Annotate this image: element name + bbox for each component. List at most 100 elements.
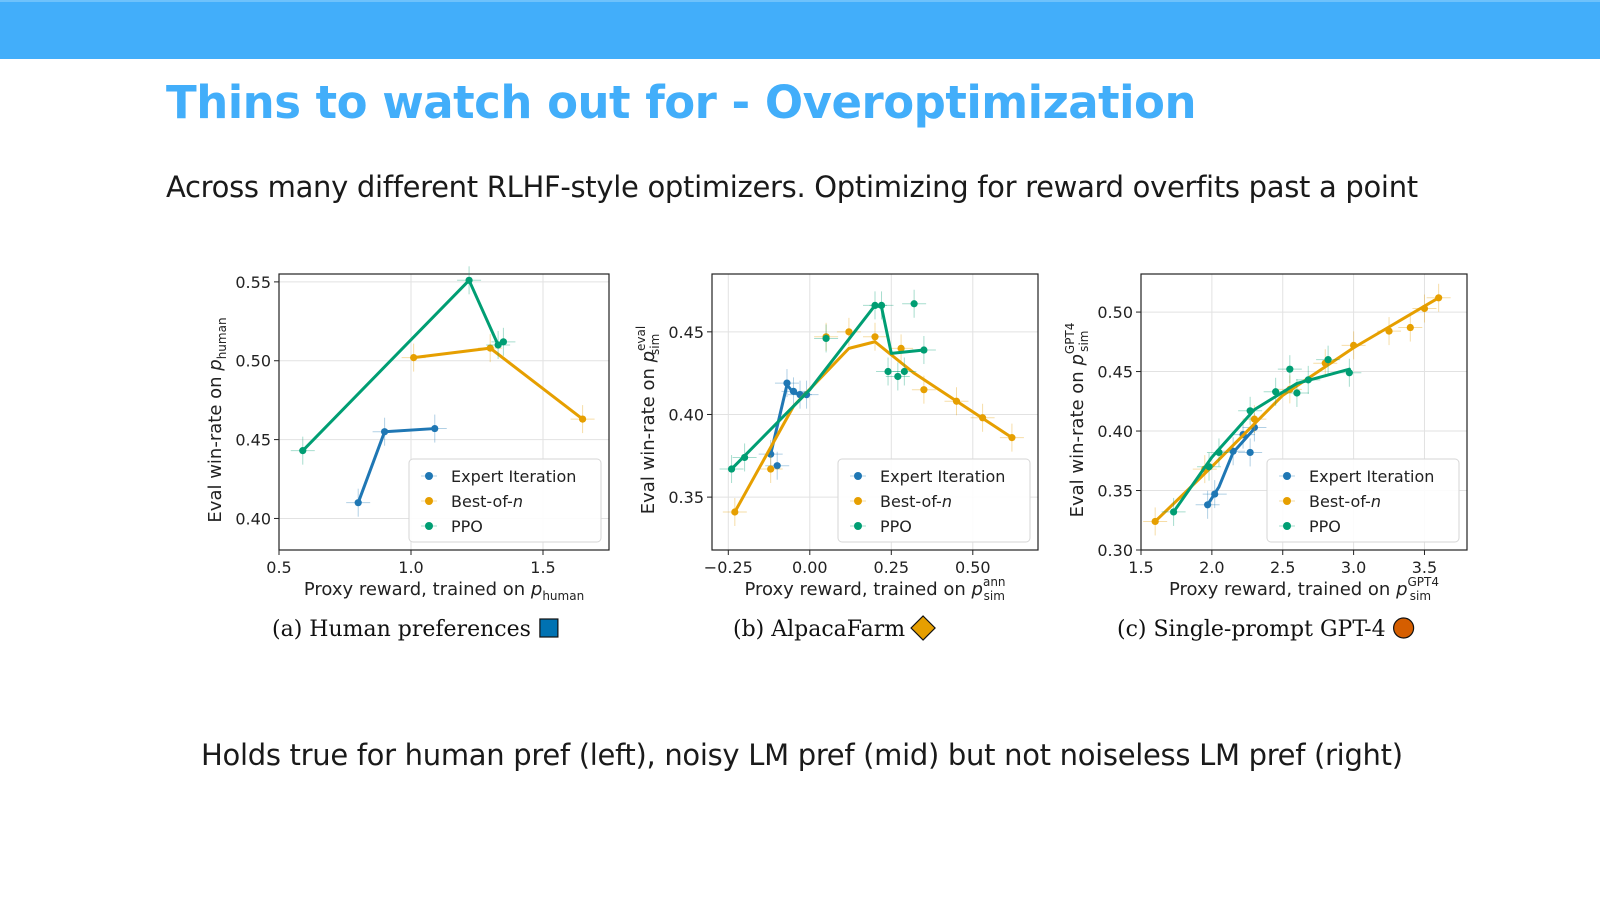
x-axis-label: Proxy reward, trained on pGPT4 sim <box>1169 575 1439 603</box>
series-line <box>733 340 1014 514</box>
data-point <box>354 499 362 507</box>
data-point <box>1435 294 1443 302</box>
data-point <box>900 367 908 376</box>
y-tick-label: 0.55 <box>235 273 271 292</box>
legend-swatch-dot <box>425 497 433 505</box>
x-tick-label: 0.00 <box>792 558 828 577</box>
legend-label: Expert Iteration <box>451 467 576 486</box>
y-tick-label: 0.45 <box>668 323 704 342</box>
data-point <box>727 465 736 473</box>
data-point <box>1293 389 1301 397</box>
legend-label: PPO <box>880 517 912 536</box>
data-point <box>877 301 886 310</box>
data-point <box>783 379 791 387</box>
plot-frame <box>711 273 1039 551</box>
chart-panel-2: −0.25 0.00 0.25 0.50 0.35 0.40 0.45 Proxy rewar… <box>634 273 1039 642</box>
x-tick-label: 0.50 <box>955 558 991 577</box>
legend-label: Best-of-n <box>880 492 952 511</box>
legend-box <box>1266 458 1460 543</box>
x-tick-label: 1.0 <box>398 558 423 577</box>
circle-marker-icon <box>1393 617 1415 639</box>
data-point <box>1215 448 1223 457</box>
legend-box <box>837 458 1031 543</box>
series-ppo <box>719 289 936 484</box>
data-point <box>410 353 418 362</box>
x-tick-label: 2.5 <box>1270 558 1295 577</box>
data-point <box>431 424 439 433</box>
data-point <box>1406 323 1414 332</box>
data-point <box>897 344 905 352</box>
x-tick-label: −0.25 <box>704 558 753 577</box>
data-point <box>952 397 961 405</box>
diamond-marker-icon <box>910 615 936 641</box>
chart-panel-3: 1.5 2.0 2.5 3.0 3.5 0.30 0.35 0.40 0.45 0.50 Proxy… <box>1063 273 1468 642</box>
legend-label: PPO <box>451 517 483 536</box>
slide-title: Thins to watch out for - Overoptimizatio… <box>166 76 1197 129</box>
series-best_of_n <box>401 334 595 434</box>
data-point <box>1246 448 1254 457</box>
data-point <box>1272 388 1280 396</box>
data-point <box>499 338 507 346</box>
data-point <box>871 301 879 310</box>
y-tick-label: 0.40 <box>1097 422 1133 441</box>
panel-caption: (c) Single-prompt GPT-4 <box>1117 617 1386 642</box>
legend-swatch-dot <box>1283 522 1291 530</box>
data-point <box>767 465 775 473</box>
x-axis-label: Proxy reward, trained on phuman <box>304 579 584 603</box>
chart-panel-1: 0.5 1.0 1.5 0.40 0.45 0.50 0.55 Proxy reward, t… <box>205 266 610 642</box>
data-point <box>1286 365 1294 373</box>
y-tick-label: 0.35 <box>1097 482 1133 501</box>
legend-label: Best-of-n <box>451 492 523 511</box>
data-point <box>486 344 494 352</box>
data-point <box>299 447 307 455</box>
legend-label: Best-of-n <box>1309 492 1381 511</box>
data-point <box>1229 447 1237 455</box>
legend-swatch-dot <box>1283 497 1291 505</box>
legend-label: Expert Iteration <box>880 467 1005 486</box>
x-tick-label: 0.25 <box>873 558 909 577</box>
series-line <box>301 278 505 453</box>
y-tick-label: 0.50 <box>1097 303 1133 322</box>
data-point <box>1420 304 1429 313</box>
data-point <box>894 372 902 381</box>
legend-label: Expert Iteration <box>1309 467 1434 486</box>
x-axis-label: Proxy reward, trained on pann sim <box>744 575 1005 603</box>
legend-swatch-dot <box>425 472 433 480</box>
x-tick-label: 3.5 <box>1412 558 1437 577</box>
panel-caption: (a) Human preferences <box>272 617 531 642</box>
data-point <box>579 415 587 423</box>
data-point <box>494 341 502 349</box>
legend-box <box>408 458 602 543</box>
data-point <box>1250 415 1258 423</box>
panel-caption: (b) AlpacaFarm <box>733 617 905 642</box>
data-point <box>1350 341 1358 349</box>
legend-swatch-dot <box>854 522 862 530</box>
x-tick-label: 0.5 <box>266 558 291 577</box>
series-line <box>1172 367 1351 514</box>
y-axis-label: Eval win-rate on pGPT4sim <box>1063 323 1091 518</box>
y-tick-label: 0.35 <box>668 488 704 507</box>
data-point <box>1345 369 1353 377</box>
y-tick-label: 0.40 <box>668 405 704 424</box>
data-point <box>920 346 928 354</box>
data-point <box>1008 434 1016 442</box>
data-point <box>731 508 739 516</box>
legend-swatch-dot <box>425 522 433 530</box>
data-point <box>845 328 853 336</box>
data-point <box>741 453 749 462</box>
y-tick-label: 0.30 <box>1097 541 1133 560</box>
plot-frame <box>278 273 610 551</box>
x-tick-label: 1.5 <box>1128 558 1153 577</box>
data-point <box>381 428 389 436</box>
data-point <box>773 462 781 470</box>
header-bar <box>0 0 1600 59</box>
y-axis-label: Eval win-rate on phuman <box>205 317 229 522</box>
series-ppo <box>290 266 516 465</box>
y-tick-label: 0.50 <box>235 352 271 371</box>
data-point <box>1211 490 1219 498</box>
data-point <box>789 387 798 395</box>
x-tick-label: 2.0 <box>1199 558 1224 577</box>
slide-footnote: Holds true for human pref (left), noisy … <box>201 738 1403 772</box>
data-point <box>1324 356 1332 364</box>
